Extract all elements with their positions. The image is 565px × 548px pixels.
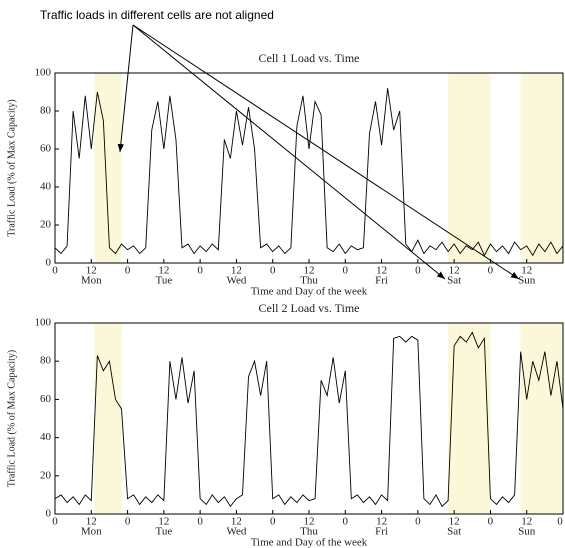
x-tick-label: 0 <box>125 516 131 528</box>
day-label: Wed <box>226 526 246 538</box>
day-label: Sat <box>447 526 461 538</box>
y-tick-label: 60 <box>40 393 52 405</box>
y-tick-label: 100 <box>35 317 52 329</box>
day-label: Sat <box>447 275 461 287</box>
x-tick-label: 12 <box>158 265 169 277</box>
x-tick-label: 0 <box>52 265 58 277</box>
day-label: Thu <box>300 526 318 538</box>
day-label: Fri <box>375 526 388 538</box>
x-tick-label: 12 <box>86 516 97 528</box>
y-tick-label: 80 <box>40 355 52 367</box>
x-tick-label: 12 <box>304 516 315 528</box>
y-tick-label: 0 <box>46 508 52 520</box>
x-tick-label: 0 <box>343 265 349 277</box>
chart-title: Cell 2 Load vs. Time <box>258 301 359 315</box>
arrow <box>117 24 134 153</box>
day-label: Mon <box>81 526 102 538</box>
data-line <box>54 331 564 508</box>
x-tick-label: 0 <box>557 516 563 528</box>
y-tick-label: 60 <box>40 143 52 155</box>
x-tick-label: 12 <box>86 265 97 277</box>
day-label: Sun <box>518 275 536 287</box>
y-tick-label: 40 <box>40 181 52 193</box>
x-tick-label: 0 <box>488 516 494 528</box>
highlight-band <box>448 73 491 263</box>
x-tick-label: 12 <box>231 265 242 277</box>
x-tick-label: 0 <box>270 265 276 277</box>
x-tick-label: 12 <box>376 265 387 277</box>
day-label: Fri <box>375 275 388 287</box>
day-label: Thu <box>300 275 318 287</box>
x-tick-label: 0 <box>197 265 203 277</box>
arrow <box>132 24 520 280</box>
x-axis-label: Time and Day of the week <box>251 537 368 548</box>
highlight-band <box>94 323 122 514</box>
day-label: Tue <box>155 526 172 538</box>
y-tick-label: 0 <box>46 257 52 269</box>
highlight-band <box>520 73 563 263</box>
day-label: Tue <box>155 275 172 287</box>
x-tick-label: 12 <box>376 516 387 528</box>
y-tick-label: 20 <box>40 469 52 481</box>
x-tick-label: 12 <box>158 516 169 528</box>
data-line <box>54 88 564 257</box>
x-tick-label: 12 <box>449 265 460 277</box>
x-tick-label: 12 <box>231 516 242 528</box>
annotation: Traffic loads in different cells are not… <box>40 8 274 22</box>
x-tick-label: 0 <box>270 516 276 528</box>
day-label: Sun <box>518 526 536 538</box>
highlight-band <box>94 73 122 263</box>
x-axis-label: Time and Day of the week <box>251 286 368 298</box>
y-axis-label: Traffic Load (% of Max Capacity) <box>6 99 17 236</box>
annotation-arrows <box>117 24 520 280</box>
x-tick-label: 0 <box>415 516 421 528</box>
x-tick-label: 0 <box>197 516 203 528</box>
y-tick-label: 100 <box>35 67 52 79</box>
chart-title: Cell 1 Load vs. Time <box>258 51 359 65</box>
highlight-band <box>448 323 491 514</box>
x-tick-label: 12 <box>521 265 532 277</box>
arrow <box>132 24 446 280</box>
y-tick-label: 20 <box>40 219 52 231</box>
y-axis-label: Traffic Load (% of Max Capacity) <box>6 350 17 487</box>
y-tick-label: 40 <box>40 431 52 443</box>
highlight-band <box>520 323 563 514</box>
x-tick-label: 0 <box>343 516 349 528</box>
day-label: Wed <box>226 275 246 287</box>
x-tick-label: 0 <box>52 516 58 528</box>
x-tick-label: 0 <box>488 265 494 277</box>
y-tick-label: 80 <box>40 105 52 117</box>
x-tick-label: 12 <box>304 265 315 277</box>
day-label: Mon <box>81 275 102 287</box>
x-tick-label: 12 <box>449 516 460 528</box>
x-tick-label: 0 <box>125 265 131 277</box>
x-tick-label: 0 <box>415 265 421 277</box>
x-tick-label: 12 <box>521 516 532 528</box>
